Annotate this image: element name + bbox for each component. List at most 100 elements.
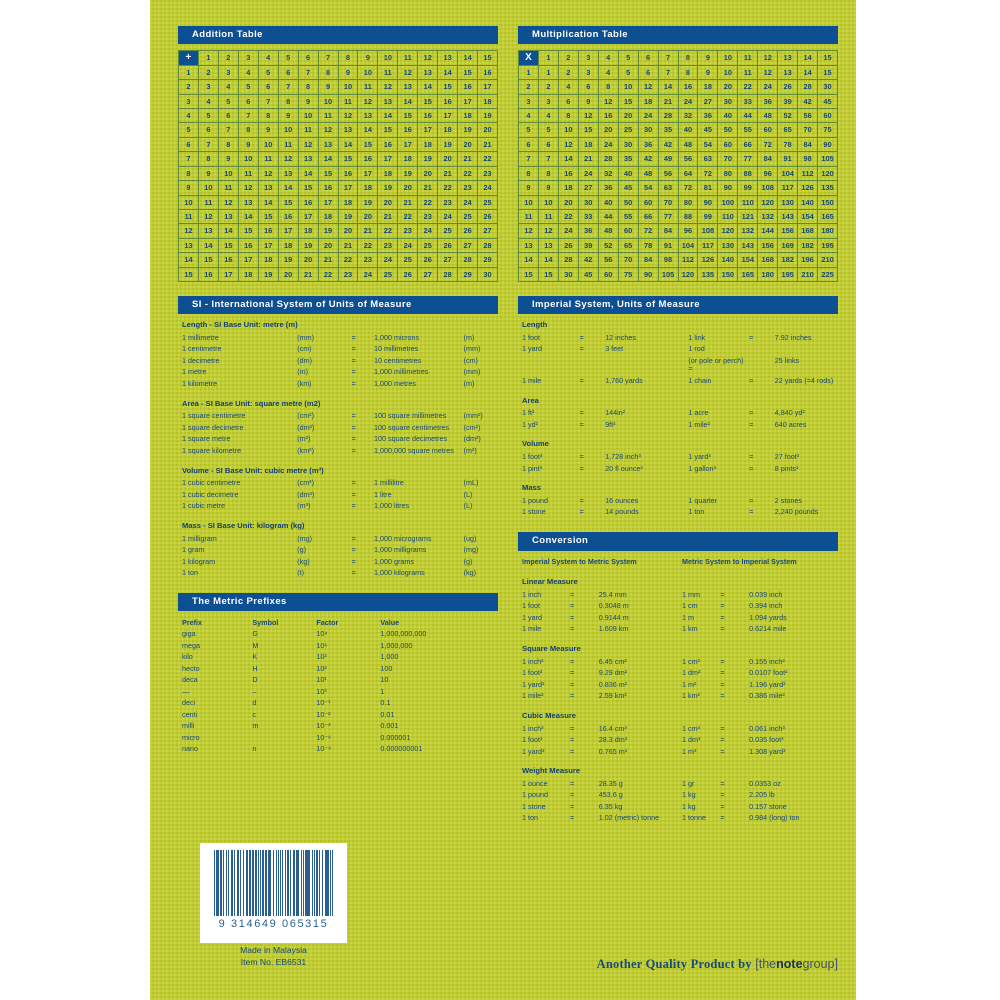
si-equivalent: 1,000 microns: [373, 332, 420, 342]
addition-row-header: 15: [178, 266, 199, 282]
table-row: hecto H 10² 100: [178, 663, 498, 674]
table-row: 1 pound = 453.6 g 1 kg = 2.205 lb: [518, 790, 838, 801]
multiplication-cell: 27: [577, 180, 599, 196]
addition-cell: 21: [337, 237, 359, 254]
addition-cell: 21: [397, 194, 419, 210]
multiplication-cell: 156: [757, 237, 779, 254]
prefix-cell: H: [252, 663, 258, 673]
table-row: 1 square kilometre (km²) = 1,000,000 square…: [178, 445, 498, 456]
addition-cell: 16: [337, 165, 359, 182]
multiplication-cell: 225: [817, 266, 838, 282]
addition-cell: 18: [277, 237, 299, 254]
conversion-cell: =: [720, 790, 725, 800]
addition-cell: 10: [357, 64, 379, 81]
table-row: 1 square centimetre (cm²) = 100 square mill…: [178, 411, 498, 422]
multiplication-cell: 8: [597, 79, 619, 95]
addition-cell: 13: [357, 108, 379, 124]
si-equivalent-symbol: (g): [463, 556, 473, 566]
multiplication-cell: 28: [657, 108, 679, 124]
prefix-cell: hecto: [182, 663, 200, 673]
conversion-cell: =: [720, 668, 725, 678]
addition-row-header: 2: [178, 79, 199, 95]
multiplication-row-header: 11: [518, 208, 539, 225]
multiplication-cell: 156: [777, 223, 799, 239]
addition-row-header: 13: [178, 237, 199, 254]
conversion-cell: 1 m³: [681, 746, 697, 756]
addition-cell: 18: [417, 136, 439, 153]
si-equivalent-symbol: (mm²): [463, 411, 483, 421]
addition-cell: 17: [377, 151, 399, 167]
imperial-subheading: Length: [522, 320, 548, 330]
addition-col-header: 15: [477, 50, 498, 66]
si-unit-name: 1 cubic metre: [182, 501, 226, 511]
imperial-cell: 9ft²: [605, 419, 616, 429]
addition-cell: 12: [317, 122, 339, 138]
addition-cell: 18: [297, 223, 319, 239]
prefix-cell: 0.1: [380, 698, 391, 708]
multiplication-cell: 16: [557, 165, 579, 182]
imperial-cell: 1 rod: [688, 344, 705, 354]
addition-cell: 18: [357, 180, 379, 196]
table-row: 2 2 4 6 8 10 12 14 16 18 20 22 24 26 28 30: [518, 79, 838, 95]
multiplication-cell: 98: [797, 151, 819, 167]
logo-bracket-close: ]: [834, 957, 838, 971]
conversion-cell: =: [570, 779, 575, 788]
addition-cell: 22: [477, 151, 498, 167]
conversion-cell: 1 ton: [522, 813, 538, 823]
addition-cell: 15: [337, 151, 359, 167]
si-equals: =: [351, 411, 356, 421]
si-equivalent: 1,000 micrograms: [373, 533, 432, 543]
prefix-cell: 1,000,000,000: [380, 629, 427, 639]
addition-cell: 10: [317, 93, 339, 110]
multiplication-cell: 32: [677, 108, 699, 124]
addition-cell: 22: [337, 252, 359, 268]
multiplication-cell: 65: [617, 237, 639, 254]
multiplication-cell: 88: [677, 208, 699, 225]
addition-col-header: 10: [377, 50, 399, 66]
si-equals: =: [351, 367, 356, 377]
addition-cell: 17: [357, 165, 379, 182]
multiplication-cell: 70: [797, 122, 819, 138]
addition-cell: 23: [377, 237, 399, 254]
table-row: 1 gram (g) = 1,000 milligrams (mg): [178, 544, 498, 555]
imperial-cell: 1 mile: [522, 375, 542, 385]
addition-row-header: 3: [178, 93, 199, 110]
addition-cell: 11: [257, 151, 279, 167]
addition-col-header: 6: [297, 50, 319, 66]
multiplication-row-header: 5: [518, 122, 539, 138]
addition-cell: 16: [397, 122, 419, 138]
addition-cell: 6: [237, 93, 259, 110]
logo-the: the: [758, 957, 777, 971]
conversion-cell: 0.0107 foot²: [749, 668, 788, 678]
conversion-cell: 1 inch²: [522, 656, 544, 666]
logo-wordmark: [thenotegroup]: [755, 957, 838, 971]
si-equivalent-symbol: (cm): [463, 355, 478, 365]
addition-cell: 10: [297, 108, 319, 124]
addition-col-header: 4: [257, 50, 279, 66]
multiplication-cell: 30: [577, 194, 599, 210]
conversion-cell: 1 kg: [681, 801, 696, 811]
si-equivalent: 1,000 milligrams: [373, 545, 427, 555]
addition-cell: 22: [357, 237, 379, 254]
addition-cell: 11: [377, 64, 399, 81]
prefix-cell: mega: [182, 640, 200, 650]
addition-cell: 18: [437, 122, 459, 138]
table-row: 15 16 17 18 19 20 21 22 23 24 25 26 27 28 29 30: [178, 266, 498, 282]
multiplication-cell: 54: [637, 180, 659, 196]
table-row: 1 foot² = 9.29 dm² 1 dm² = 0.0107 foot²: [518, 668, 838, 679]
prefix-cell: 0.000001: [380, 732, 411, 742]
conversion-cell: =: [570, 801, 575, 811]
si-equivalent-symbol: (ug): [463, 533, 477, 543]
multiplication-cell: 65: [777, 122, 799, 138]
si-subheading: Volume - SI Base Unit: cubic metre (m³): [182, 465, 324, 475]
addition-col-header: 1: [197, 50, 219, 66]
addition-cell: 15: [237, 223, 259, 239]
multiplication-col-header: 14: [797, 50, 819, 66]
multiplication-cell: 10: [557, 122, 579, 138]
si-unit-name: 1 cubic decimetre: [182, 489, 239, 499]
prefix-cell: K: [252, 652, 258, 662]
addition-col-header: 5: [277, 50, 299, 66]
addition-cell: 22: [377, 223, 399, 239]
table-row: 1 1 2 3 4 5 6 7 8 9 10 11 12 13 14 15: [518, 64, 838, 81]
multiplication-cell: 112: [797, 165, 819, 182]
